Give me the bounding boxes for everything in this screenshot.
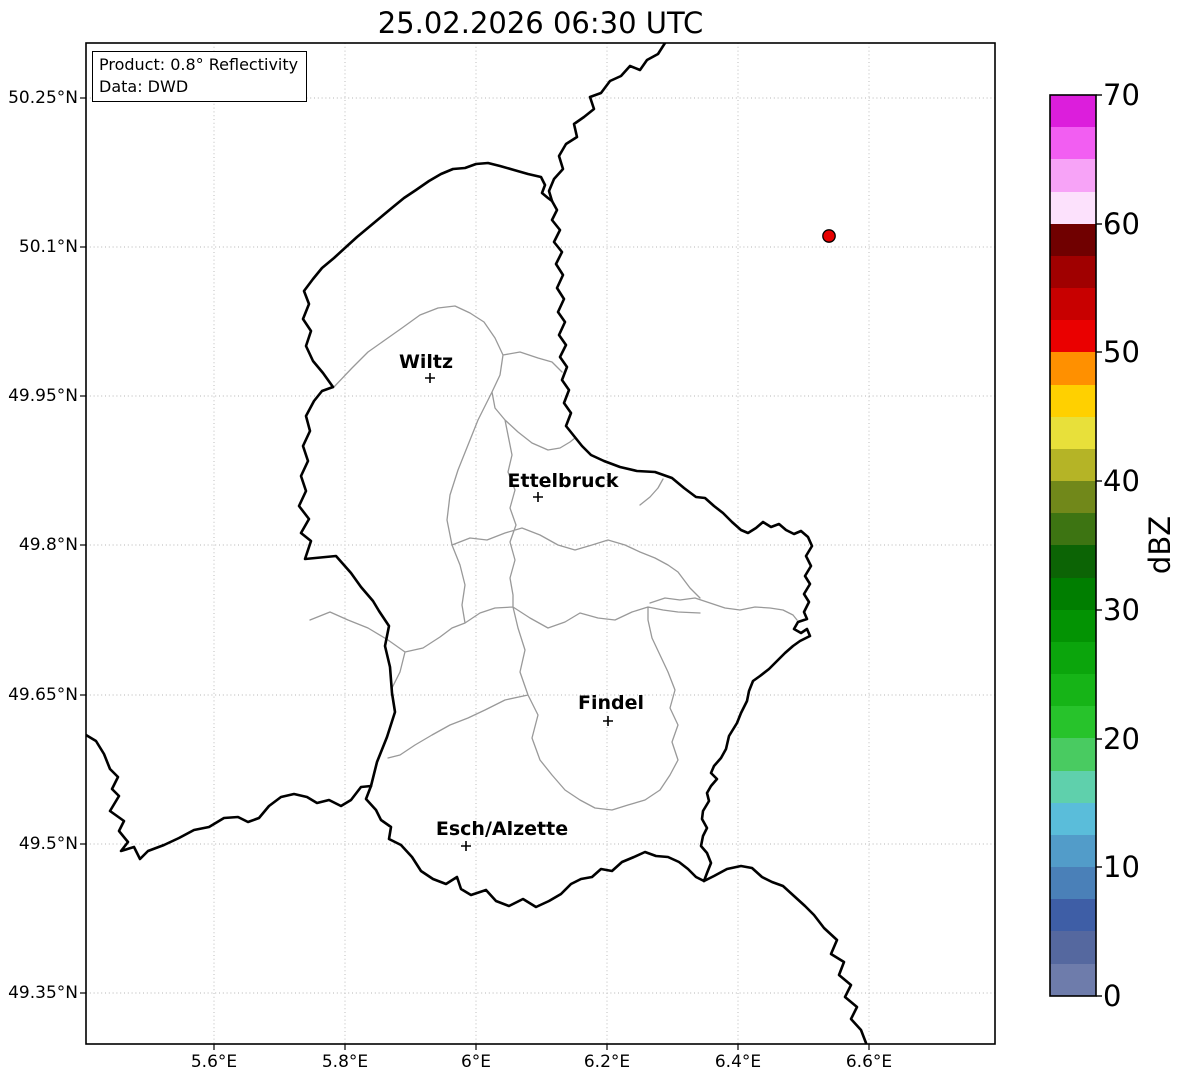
colorbar-tick-label: 70 bbox=[1103, 78, 1140, 112]
lat-tick-label: 49.8°N bbox=[18, 535, 78, 555]
lat-tick-label: 50.1°N bbox=[18, 237, 78, 257]
colorbar-axis-label: dBZ bbox=[1143, 515, 1177, 575]
colorbar-segment bbox=[1050, 95, 1096, 128]
luxembourg-border bbox=[297, 161, 814, 909]
colorbar-segment bbox=[1050, 674, 1096, 707]
colorbar-segment bbox=[1050, 127, 1096, 160]
colorbar-tick-label: 10 bbox=[1103, 850, 1140, 884]
neighbour-borders bbox=[86, 43, 868, 1044]
lon-tick-label: 6°E bbox=[460, 1052, 492, 1072]
city-label-esch-alzette: Esch/Alzette bbox=[435, 818, 569, 840]
colorbar-segment bbox=[1050, 320, 1096, 353]
colorbar-segment bbox=[1050, 609, 1096, 642]
colorbar-segment bbox=[1050, 899, 1096, 932]
colorbar-segment bbox=[1050, 867, 1096, 900]
colorbar-segment bbox=[1050, 223, 1096, 256]
colorbar-tick-label: 20 bbox=[1103, 722, 1140, 756]
data-source-line: Data: DWD bbox=[99, 77, 189, 96]
graticule-gridlines bbox=[86, 43, 995, 1044]
colorbar-segment bbox=[1050, 802, 1096, 835]
colorbar-segment bbox=[1050, 255, 1096, 289]
colorbar-segment bbox=[1050, 448, 1096, 482]
colorbar-segment bbox=[1050, 191, 1096, 224]
city-markers bbox=[425, 373, 613, 851]
colorbar-tick-label: 60 bbox=[1103, 207, 1140, 241]
lon-tick-label: 6.2°E bbox=[583, 1052, 631, 1072]
colorbar-tick-label: 30 bbox=[1103, 593, 1140, 627]
lat-tick-label: 50.25°N bbox=[8, 88, 78, 108]
city-label-wiltz: Wiltz bbox=[398, 351, 454, 373]
colorbar-segment bbox=[1050, 159, 1096, 192]
colorbar-segment bbox=[1050, 641, 1096, 675]
colorbar-segment bbox=[1050, 513, 1096, 546]
lon-tick-label: 5.6°E bbox=[190, 1052, 238, 1072]
colorbar-segment bbox=[1050, 931, 1096, 964]
colorbar-tick-label: 50 bbox=[1103, 335, 1140, 369]
colorbar-segment bbox=[1050, 770, 1096, 803]
lat-tick-label: 49.35°N bbox=[8, 983, 78, 1003]
lat-tick-label: 49.95°N bbox=[8, 386, 78, 406]
colorbar-tick-label: 0 bbox=[1103, 979, 1122, 1013]
colorbar-segment bbox=[1050, 577, 1096, 610]
page-title: 25.02.2026 06:30 UTC bbox=[377, 6, 704, 40]
city-label-ettelbruck: Ettelbruck bbox=[507, 470, 619, 492]
city-label-findel: Findel bbox=[577, 692, 645, 714]
lat-tick-label: 49.5°N bbox=[18, 834, 78, 854]
colorbar-segment bbox=[1050, 384, 1096, 417]
colorbar-gradient bbox=[1050, 95, 1096, 996]
colorbar-segment bbox=[1050, 481, 1096, 514]
colorbar-segment bbox=[1050, 416, 1096, 449]
lon-tick-label: 6.6°E bbox=[845, 1052, 893, 1072]
axes-frame bbox=[80, 42, 996, 1050]
radar-site-marker bbox=[822, 229, 836, 243]
colorbar-tick-marks bbox=[1096, 94, 1102, 997]
lat-tick-label: 49.65°N bbox=[8, 685, 78, 705]
colorbar-segment bbox=[1050, 963, 1096, 996]
lon-tick-label: 5.8°E bbox=[321, 1052, 369, 1072]
lon-tick-label: 6.4°E bbox=[714, 1052, 762, 1072]
product-info-box: Product: 0.8° Reflectivity Data: DWD bbox=[92, 51, 308, 102]
colorbar-segment bbox=[1050, 545, 1096, 578]
colorbar-segment bbox=[1050, 738, 1096, 771]
colorbar-segment bbox=[1050, 288, 1096, 321]
axis-tick-marks bbox=[80, 97, 870, 1050]
colorbar-tick-label: 40 bbox=[1103, 464, 1140, 498]
colorbar-segment bbox=[1050, 706, 1096, 739]
colorbar-segment bbox=[1050, 352, 1096, 385]
product-line: Product: 0.8° Reflectivity bbox=[99, 55, 299, 74]
colorbar-segment bbox=[1050, 834, 1096, 868]
district-borders bbox=[309, 305, 798, 811]
